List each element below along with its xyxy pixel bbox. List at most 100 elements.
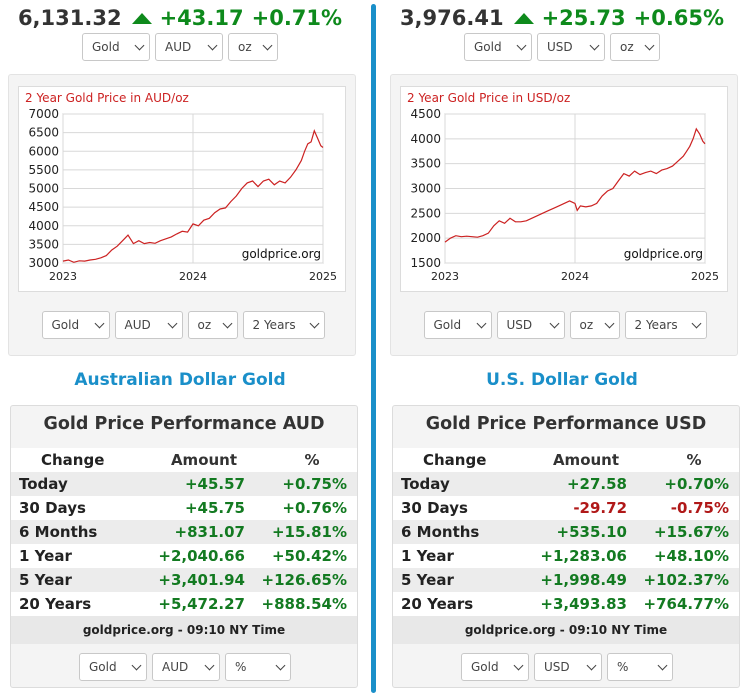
performance-title: Gold Price Performance AUD — [43, 414, 325, 434]
perf-metal-select[interactable]: Gold — [79, 653, 147, 681]
y-tick-label: 3000 — [28, 256, 59, 270]
y-tick-label: 3000 — [410, 182, 441, 196]
table-row: Today +45.57 +0.75% — [11, 472, 357, 496]
usd-column: 3,976.41 +25.73 +0.65% Gold USD oz 2 Yea… — [382, 0, 742, 697]
perf-currency-select[interactable]: AUD — [152, 653, 220, 681]
row-percent: +48.10% — [653, 547, 729, 565]
up-arrow-icon — [513, 12, 534, 24]
currency-select[interactable]: USD — [537, 33, 605, 61]
x-tick-label: 2024 — [179, 270, 207, 283]
header-amount: Amount — [170, 451, 238, 469]
section-title[interactable]: Australian Dollar Gold — [74, 370, 286, 390]
perf-unit-select-value: % — [617, 660, 629, 674]
row-amount: +45.57 — [184, 475, 245, 493]
chevron-down-icon — [691, 318, 701, 328]
chevron-down-icon — [589, 40, 600, 50]
row-label: 5 Year — [401, 571, 454, 589]
chart-unit-select[interactable]: oz — [569, 311, 620, 339]
chart-title: 2 Year Gold Price in AUD/oz — [25, 91, 189, 105]
table-row: 6 Months +535.10 +15.67% — [393, 520, 739, 544]
chart-unit-select-value: oz — [197, 318, 212, 332]
table-row: Today +27.58 +0.70% — [393, 472, 739, 496]
price-series-line — [444, 127, 706, 243]
chart-currency-select-value: USD — [506, 318, 533, 332]
row-percent: +15.81% — [271, 523, 347, 541]
table-row: 5 Year +3,401.94 +126.65% — [11, 568, 357, 592]
chevron-down-icon — [516, 40, 527, 50]
perf-metal-select[interactable]: Gold — [461, 653, 529, 681]
chevron-down-icon — [134, 40, 145, 50]
price-ticker: 6,131.32 +43.17 +0.71% — [0, 4, 360, 32]
column-divider — [371, 4, 376, 693]
chart-currency-select[interactable]: USD — [496, 311, 565, 339]
row-label: 6 Months — [19, 523, 98, 541]
currency-select-value: USD — [547, 40, 573, 54]
x-tick-label: 2023 — [431, 270, 459, 283]
row-label: 30 Days — [401, 499, 468, 517]
metal-select[interactable]: Gold — [82, 33, 150, 61]
performance-selectors: Gold USD % — [393, 653, 741, 681]
chart-selectors: Gold AUD oz 2 Years — [9, 311, 357, 339]
unit-select-value: oz — [620, 40, 634, 54]
chart-unit-select[interactable]: oz — [187, 311, 238, 339]
section-title[interactable]: U.S. Dollar Gold — [486, 370, 638, 390]
chevron-down-icon — [604, 318, 614, 328]
row-amount: +27.58 — [566, 475, 627, 493]
table-row: 5 Year +1,998.49 +102.37% — [393, 568, 739, 592]
row-label: 5 Year — [19, 571, 72, 589]
row-percent: +0.75% — [282, 475, 347, 493]
table-row: 30 Days -29.72 -0.75% — [393, 496, 739, 520]
price-chart[interactable]: 2 Year Gold Price in USD/oz 1500 2000 2500 3… — [400, 86, 728, 292]
y-tick-label: 5500 — [28, 163, 59, 177]
chart-unit-select-value: oz — [579, 318, 594, 332]
row-percent: +126.65% — [261, 571, 347, 589]
perf-currency-select-value: AUD — [162, 660, 189, 674]
perf-unit-select-value: % — [235, 660, 247, 674]
chart-panel: 2 Year Gold Price in USD/oz 1500 2000 2500 3… — [390, 74, 738, 356]
table-row: 20 Years +5,472.27 +888.54% — [11, 592, 357, 616]
header-amount: Amount — [552, 451, 620, 469]
perf-currency-select[interactable]: USD — [534, 653, 602, 681]
perf-unit-select[interactable]: % — [607, 653, 673, 681]
chart-metal-select[interactable]: Gold — [423, 311, 492, 339]
unit-select[interactable]: oz — [228, 33, 278, 61]
performance-table: Change Amount % Today +27.58 +0.70% 30 Day… — [393, 448, 739, 616]
chart-watermark: goldprice.org — [242, 247, 321, 261]
row-amount: +831.07 — [174, 523, 245, 541]
chart-range-select[interactable]: 2 Years — [242, 311, 325, 339]
chevron-down-icon — [586, 660, 597, 670]
row-amount: +2,040.66 — [158, 547, 245, 565]
row-label: Today — [401, 475, 450, 493]
chart-currency-select[interactable]: AUD — [114, 311, 183, 339]
row-label: 6 Months — [401, 523, 480, 541]
chart-metal-select-value: Gold — [51, 318, 80, 332]
y-tick-label: 4500 — [410, 107, 441, 121]
row-amount: +535.10 — [556, 523, 627, 541]
metal-select-value: Gold — [474, 40, 502, 54]
chevron-down-icon — [476, 318, 486, 328]
performance-table: Change Amount % Today +45.57 +0.75% 30 Day… — [11, 448, 357, 616]
y-tick-label: 1500 — [410, 256, 441, 270]
table-row: 6 Months +831.07 +15.81% — [11, 520, 357, 544]
row-percent: -0.75% — [670, 499, 729, 517]
performance-panel: Gold Price Performance USD Change Amount… — [392, 405, 740, 688]
metal-select[interactable]: Gold — [464, 33, 532, 61]
chevron-down-icon — [222, 318, 232, 328]
row-percent: +102.37% — [643, 571, 729, 589]
top-selectors: Gold AUD oz — [0, 33, 360, 61]
currency-select[interactable]: AUD — [155, 33, 223, 61]
chart-range-select[interactable]: 2 Years — [624, 311, 707, 339]
price-chart[interactable]: 2 Year Gold Price in AUD/oz 3000 3500 4000 4… — [18, 86, 346, 292]
price-chart-svg: 2 Year Gold Price in USD/oz 1500 2000 2500 3… — [407, 91, 719, 283]
unit-select[interactable]: oz — [610, 33, 660, 61]
row-percent: +0.70% — [664, 475, 729, 493]
chart-metal-select[interactable]: Gold — [41, 311, 110, 339]
row-amount: -29.72 — [573, 499, 627, 517]
table-row: 1 Year +1,283.06 +48.10% — [393, 544, 739, 568]
table-header: Change Amount % — [393, 448, 739, 472]
chevron-down-icon — [167, 318, 177, 328]
price-change-percent: +0.65% — [633, 6, 725, 30]
performance-footer: goldprice.org - 09:10 NY Time — [11, 616, 357, 644]
currency-select-value: AUD — [165, 40, 192, 54]
perf-unit-select[interactable]: % — [225, 653, 291, 681]
